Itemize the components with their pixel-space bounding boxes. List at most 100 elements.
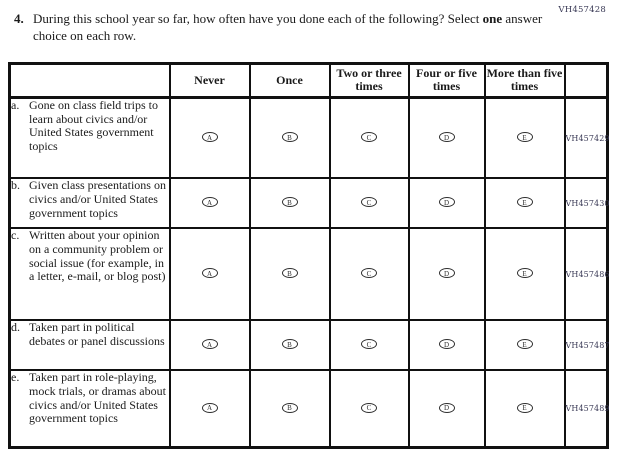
row-item-code: VH457486 [563, 227, 609, 322]
frequency-response-table: Never Once Two or three times Four or fi… [8, 62, 609, 449]
bubble-cell-once: B [248, 369, 331, 449]
table-row-b: b. Given class presentations on civics a… [8, 177, 609, 230]
answer-bubble-d[interactable]: D [438, 339, 455, 350]
row-letter: b. [11, 178, 20, 193]
answer-bubble-c[interactable]: C [361, 339, 377, 350]
table-row-e: e. Taken part in role-playing, mock tria… [8, 369, 609, 449]
bubble-cell-never: A [168, 319, 251, 372]
question-text: During this school year so far, how ofte… [33, 11, 562, 44]
row-label-text: Taken part in political debates or panel… [29, 320, 165, 349]
bubble-letter: B [287, 133, 292, 142]
answer-bubble-c[interactable]: C [361, 132, 377, 143]
bubble-letter: E [522, 340, 527, 349]
question-4: 4. During this school year so far, how o… [14, 11, 562, 44]
bubble-letter: D [443, 269, 450, 278]
table-row-d: d. Taken part in political debates or pa… [8, 319, 609, 372]
bubble-cell-once: B [248, 319, 331, 372]
bubble-letter: D [443, 198, 450, 207]
answer-bubble-a[interactable]: A [201, 197, 218, 208]
bubble-letter: D [443, 340, 450, 349]
header-never: Never [168, 62, 251, 99]
answer-bubble-d[interactable]: D [438, 197, 455, 208]
answer-bubble-c[interactable]: C [361, 402, 377, 413]
row-item-code: VH457430 [563, 177, 609, 230]
bubble-cell-two-or-three: C [328, 96, 410, 180]
answer-bubble-a[interactable]: A [201, 132, 218, 143]
question-text-start: During this school year so far, how ofte… [33, 11, 483, 26]
bubble-cell-four-or-five: D [407, 319, 486, 372]
row-letter: d. [11, 320, 20, 335]
bubble-letter: E [522, 269, 527, 278]
row-label-text: Taken part in role-playing, mock trials,… [29, 370, 166, 426]
bubble-cell-two-or-three: C [328, 319, 410, 372]
row-label: b. Given class presentations on civics a… [8, 177, 171, 230]
bubble-letter: E [522, 133, 527, 142]
answer-bubble-b[interactable]: B [281, 132, 298, 143]
bubble-cell-once: B [248, 177, 331, 230]
answer-bubble-e[interactable]: E [516, 268, 533, 279]
bubble-letter: A [206, 133, 213, 142]
bubble-cell-never: A [168, 369, 251, 449]
row-letter: c. [11, 228, 20, 243]
header-stub-blank [8, 62, 171, 99]
answer-bubble-e[interactable]: E [516, 339, 533, 350]
bubble-letter: B [287, 269, 292, 278]
bubble-letter: C [366, 404, 372, 413]
row-item-code: VH457489 [563, 369, 609, 449]
row-label-text: Given class presentations on civics and/… [29, 178, 166, 220]
answer-bubble-e[interactable]: E [516, 132, 533, 143]
row-item-code: VH457429 [563, 96, 609, 180]
answer-bubble-a[interactable]: A [201, 268, 218, 279]
answer-bubble-d[interactable]: D [438, 268, 455, 279]
bubble-letter: D [443, 133, 450, 142]
bubble-cell-once: B [248, 96, 331, 180]
bubble-letter: A [206, 269, 213, 278]
bubble-cell-two-or-three: C [328, 369, 410, 449]
header-row: Never Once Two or three times Four or fi… [8, 62, 609, 99]
header-more-than-five-times: More than five times [483, 62, 566, 99]
question-bold-word: one [482, 11, 503, 26]
bubble-cell-four-or-five: D [407, 96, 486, 180]
bubble-letter: C [366, 133, 372, 142]
row-item-code: VH457487 [563, 319, 609, 372]
row-letter: e. [11, 370, 20, 385]
answer-bubble-c[interactable]: C [361, 268, 377, 279]
answer-bubble-a[interactable]: A [201, 339, 218, 350]
bubble-cell-more-than-five: E [483, 227, 566, 322]
bubble-cell-never: A [168, 96, 251, 180]
table-row-a: a. Gone on class field trips to learn ab… [8, 96, 609, 180]
answer-bubble-a[interactable]: A [201, 402, 218, 413]
form-accession-code: VH457428 [558, 5, 606, 15]
bubble-cell-four-or-five: D [407, 369, 486, 449]
answer-bubble-e[interactable]: E [516, 402, 533, 413]
bubble-letter: A [206, 198, 213, 207]
answer-bubble-c[interactable]: C [361, 197, 377, 208]
answer-bubble-e[interactable]: E [516, 197, 533, 208]
bubble-letter: D [443, 404, 450, 413]
question-text-end: answer choice on each row. [33, 11, 543, 43]
answer-bubble-b[interactable]: B [281, 197, 298, 208]
bubble-cell-never: A [168, 227, 251, 322]
row-letter: a. [11, 97, 20, 112]
bubble-cell-four-or-five: D [407, 227, 486, 322]
answer-bubble-b[interactable]: B [281, 268, 298, 279]
answer-bubble-d[interactable]: D [438, 402, 455, 413]
table-row-c: c. Written about your opinion on a commu… [8, 227, 609, 322]
bubble-letter: C [366, 269, 372, 278]
answer-bubble-b[interactable]: B [281, 339, 298, 350]
row-label: c. Written about your opinion on a commu… [8, 227, 171, 322]
bubble-letter: C [366, 198, 372, 207]
row-label-text: Gone on class field trips to learn about… [29, 97, 158, 153]
bubble-cell-once: B [248, 227, 331, 322]
bubble-letter: B [287, 340, 292, 349]
bubble-cell-more-than-five: E [483, 319, 566, 372]
bubble-cell-two-or-three: C [328, 227, 410, 322]
row-label-text: Written about your opinion on a communit… [29, 228, 166, 284]
answer-bubble-d[interactable]: D [438, 132, 455, 143]
bubble-letter: A [206, 340, 213, 349]
answer-bubble-b[interactable]: B [281, 402, 298, 413]
row-label: e. Taken part in role-playing, mock tria… [8, 369, 171, 449]
header-code-blank [563, 62, 609, 99]
bubble-cell-never: A [168, 177, 251, 230]
